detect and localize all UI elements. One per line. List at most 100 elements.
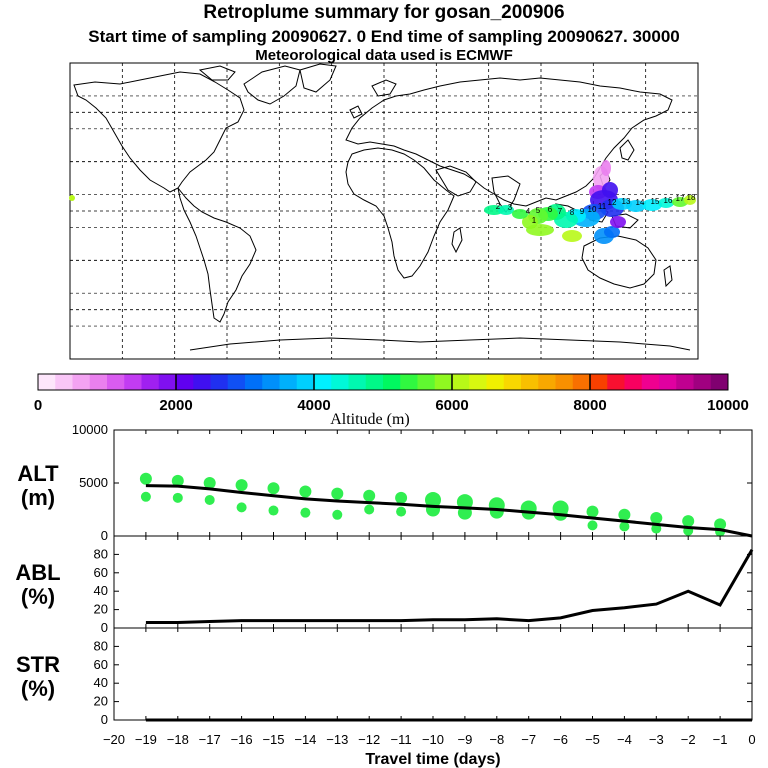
colorbar-swatch	[314, 374, 332, 390]
colorbar-swatch	[383, 374, 401, 390]
plume-blob	[642, 199, 662, 211]
time-series-panels: 0500010000ALT(m)020406080ABL(%)020406080…	[15, 422, 755, 747]
colorbar-swatch	[227, 374, 246, 390]
x-tick-label: −20	[103, 732, 125, 747]
x-tick-label: −2	[681, 732, 696, 747]
colorbar-tick-label: 2000	[159, 397, 192, 414]
y-tick-label: 20	[94, 602, 108, 617]
plume-day-label: 2	[496, 202, 501, 211]
plume-day-label: 18	[687, 193, 696, 202]
plume-blob	[484, 205, 504, 215]
y-tick-label: 40	[94, 583, 108, 598]
altitude-cluster-point	[171, 474, 184, 487]
altitude-cluster-point	[267, 482, 280, 495]
plume-blob	[562, 230, 582, 242]
colorbar-swatch	[176, 374, 194, 390]
colorbar-swatch	[417, 374, 436, 390]
altitude-cluster-point	[331, 487, 344, 500]
x-tick-label: 0	[748, 732, 755, 747]
altitude-cluster-point	[587, 520, 598, 531]
colorbar-tick-label: 6000	[435, 397, 468, 414]
x-tick-label: −4	[617, 732, 632, 747]
altitude-cluster-point	[332, 509, 343, 520]
y-tick-label: 80	[94, 638, 108, 653]
panel-unit-label: (m)	[21, 485, 55, 510]
plume-day-label: 11	[598, 202, 607, 211]
colorbar-swatch	[607, 374, 625, 390]
colorbar-swatch	[693, 374, 712, 390]
met-data-subtitle: Meteorological data used is ECMWF	[255, 47, 513, 64]
panel-unit-label: (%)	[21, 584, 55, 609]
plume-blob	[604, 226, 620, 238]
plume-blob	[684, 195, 696, 205]
colorbar-swatch	[469, 374, 487, 390]
altitude-cluster-point	[363, 489, 376, 502]
x-tick-label: −7	[521, 732, 536, 747]
colorbar-swatch	[210, 374, 229, 390]
x-tick-label: −9	[457, 732, 472, 747]
panel-label: ABL	[15, 560, 60, 585]
altitude-cluster-point	[140, 491, 151, 502]
colorbar-swatch	[348, 374, 367, 390]
plume-blob	[512, 209, 528, 219]
colorbar-swatch	[452, 374, 470, 390]
colorbar-label: Altitude (m)	[330, 411, 410, 428]
plume-day-label: 17	[676, 194, 685, 203]
plume-blob	[626, 200, 646, 212]
y-tick-label: 80	[94, 546, 108, 561]
y-tick-label: 40	[94, 675, 108, 690]
y-tick-label: 60	[94, 657, 108, 672]
altitude-cluster-point	[203, 477, 216, 489]
colorbar-swatch	[158, 374, 177, 390]
altitude-cluster-point	[299, 485, 312, 498]
x-tick-label: −5	[585, 732, 600, 747]
colorbar-swatch	[72, 374, 91, 390]
colorbar-swatch	[676, 374, 694, 390]
colorbar-swatch	[331, 374, 349, 390]
plume-blob	[526, 224, 554, 236]
altitude-cluster-point	[236, 502, 247, 513]
panel-label: STR	[16, 652, 60, 677]
colorbar-swatch	[279, 374, 298, 390]
panel-unit-label: (%)	[21, 676, 55, 701]
altitude-cluster-point	[489, 504, 504, 519]
colorbar-swatch	[572, 374, 591, 390]
plume-blob	[658, 198, 674, 208]
plume-blob	[672, 197, 688, 207]
colorbar-swatch	[400, 374, 418, 390]
plume-edge-marker	[69, 195, 75, 201]
x-tick-label: −14	[294, 732, 316, 747]
plume-day-label: 16	[664, 196, 673, 205]
panel-str: 0 20 40 60 80 STR(%)	[16, 627, 753, 727]
plume-day-label: 8	[570, 208, 575, 217]
y-tick-label: 10000	[72, 422, 108, 437]
altitude-cluster-point	[204, 494, 215, 505]
x-tick-label: −1	[713, 732, 728, 747]
x-tick-label: −16	[231, 732, 253, 747]
colorbar-swatch	[521, 374, 539, 390]
altitude-cluster-point	[172, 492, 183, 503]
series-line-abl	[145, 549, 754, 624]
colorbar-tick-label: 10000	[707, 397, 749, 414]
y-tick-label: 20	[94, 694, 108, 709]
altitude-cluster-point	[268, 505, 279, 516]
panel-alt: 0 5000 10000 ALT(m)	[17, 422, 753, 543]
colorbar-swatch	[193, 374, 211, 390]
plume-day-label: 15	[651, 197, 660, 206]
plume-day-label: 9	[580, 207, 585, 216]
colorbar-tick-label: 8000	[573, 397, 606, 414]
panel-frame	[113, 535, 753, 629]
panel-frame	[113, 627, 753, 721]
colorbar-frame	[37, 373, 729, 391]
plume-day-label: 13	[622, 197, 631, 206]
x-tick-label: −17	[199, 732, 221, 747]
altitude-cluster-point	[395, 491, 408, 504]
altitude-cluster-point	[396, 506, 407, 517]
colorbar-swatch	[55, 374, 73, 390]
x-tick-label: −11	[391, 732, 412, 747]
altitude-cluster-point	[235, 479, 248, 492]
chart-title: Retroplume summary for gosan_200906	[203, 2, 565, 23]
